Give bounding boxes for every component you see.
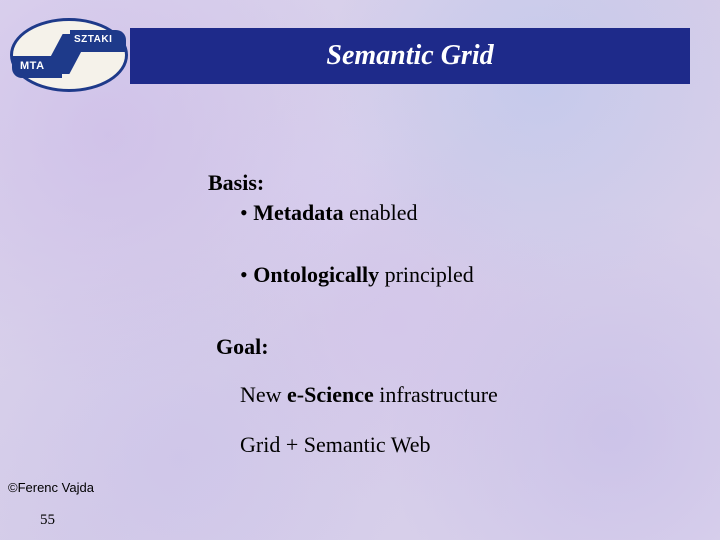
slide-title-bar: Semantic Grid [130, 28, 690, 84]
bullet-bold: Metadata [253, 200, 343, 225]
goal-rest: infrastructure [374, 382, 498, 407]
basis-heading: Basis: [208, 170, 264, 196]
logo-text-sztaki: SZTAKI [74, 34, 112, 45]
goal-bold: e-Science [287, 382, 374, 407]
bullet-metadata: • Metadata enabled [240, 200, 418, 226]
logo: MTA SZTAKI [10, 18, 128, 92]
bullet-bold: Ontologically [253, 262, 379, 287]
bullet-rest: enabled [344, 200, 418, 225]
bullet-rest: principled [379, 262, 474, 287]
slide-title: Semantic Grid [326, 40, 493, 72]
goal-line-escience: New e-Science infrastructure [240, 382, 498, 408]
footer-page-number: 55 [40, 512, 55, 529]
goal-line-grid: Grid + Semantic Web [240, 432, 430, 458]
logo-text-mta: MTA [20, 60, 45, 72]
bullet-prefix: • [240, 262, 253, 287]
goal-prefix: New [240, 382, 287, 407]
bullet-prefix: • [240, 200, 253, 225]
footer-author: ©Ferenc Vajda [8, 480, 94, 495]
bullet-ontologically: • Ontologically principled [240, 262, 474, 288]
goal-heading: Goal: [216, 334, 269, 360]
